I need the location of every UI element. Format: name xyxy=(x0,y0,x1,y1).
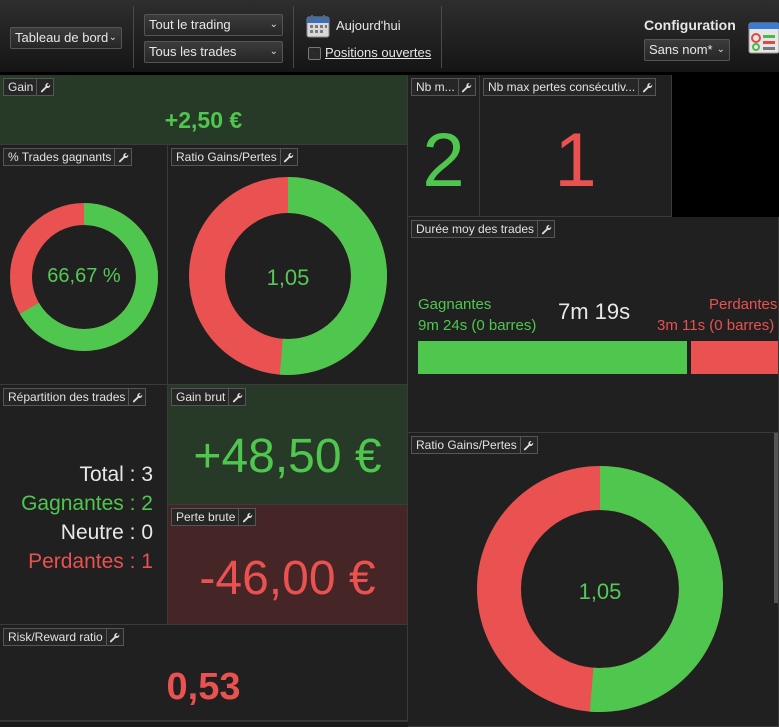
wrench-icon[interactable] xyxy=(36,79,53,95)
wrench-icon[interactable] xyxy=(114,149,131,165)
winners-duration-bar xyxy=(418,341,687,374)
dashboard-config-icon[interactable] xyxy=(748,20,779,54)
chevron-down-icon: ⌄ xyxy=(269,46,278,57)
gain-widget: Gain +2,50 € xyxy=(0,75,408,145)
calendar-icon[interactable] xyxy=(306,14,330,38)
trading-select[interactable]: Tout le trading ⌄ xyxy=(144,14,283,36)
dashboard-select[interactable]: Tableau de bord ⌄ xyxy=(10,27,122,49)
gross-loss-widget: Perte brute -46,00 € xyxy=(168,505,408,625)
wrench-icon[interactable] xyxy=(537,221,554,237)
donut-green-arc xyxy=(10,203,158,351)
nb-max-value: 2 xyxy=(422,118,465,203)
wrench-icon[interactable] xyxy=(638,79,655,95)
config-select[interactable]: Sans nom* ⌄ xyxy=(644,39,730,61)
widget-title[interactable]: Gain brut xyxy=(171,388,247,406)
ratio-widget-2: Ratio Gains/Pertes 1,05 xyxy=(408,433,779,727)
nb-max-losses-widget: Nb max pertes consécutiv... 1 xyxy=(480,75,672,217)
trades-select-value: Tous les trades xyxy=(149,44,237,59)
distribution-total: Total : 3 xyxy=(79,463,153,486)
wrench-icon[interactable] xyxy=(238,509,255,525)
gain-value: +2,50 € xyxy=(164,107,243,133)
chevron-down-icon: ⌄ xyxy=(269,19,278,30)
widget-title-text: Ratio Gains/Pertes xyxy=(176,150,277,164)
wrench-icon[interactable] xyxy=(228,389,245,405)
distribution-winners: Gagnantes : 2 xyxy=(21,492,153,515)
ratio-value-1: 1,05 xyxy=(266,265,310,290)
ratio-value-2: 1,05 xyxy=(578,579,622,604)
widget-title-text: Gain xyxy=(8,80,34,94)
winners-duration-label: Gagnantes xyxy=(418,296,492,313)
distribution-neutral: Neutre : 0 xyxy=(60,521,153,544)
chevron-down-icon: ⌄ xyxy=(716,44,725,55)
widget-title[interactable]: Durée moy des trades xyxy=(411,220,556,238)
wrench-icon[interactable] xyxy=(279,149,297,165)
widget-title-text: Ratio Gains/Pertes xyxy=(416,438,517,452)
donut-green-arc xyxy=(189,177,387,375)
trading-select-value: Tout le trading xyxy=(149,17,231,32)
dashboard-select-value: Tableau de bord xyxy=(15,30,109,45)
widget-title-text: Nb m... xyxy=(416,80,455,94)
widget-title-text: Nb max pertes consécutiv... xyxy=(488,80,636,94)
widget-title-text: Répartition des trades xyxy=(8,390,126,404)
gross-gain-widget: Gain brut +48,50 € xyxy=(168,385,408,505)
losers-duration-value: 3m 11s (0 barres) xyxy=(657,317,775,334)
distribution-losers: Perdantes : 1 xyxy=(28,550,153,573)
open-positions-checkbox[interactable] xyxy=(308,47,321,60)
widget-title-text: Risk/Reward ratio xyxy=(8,630,103,644)
toolbar-separator xyxy=(441,6,442,68)
losers-duration-label: Perdantes xyxy=(709,296,778,313)
wrench-icon[interactable] xyxy=(519,437,537,453)
distribution-widget: Répartition des trades Total : 3 Gagnant… xyxy=(0,385,168,625)
widget-title[interactable]: Ratio Gains/Pertes xyxy=(411,436,538,454)
toolbar-separator xyxy=(293,6,294,68)
empty-area xyxy=(672,75,779,217)
win-percent-value: 66,67 % xyxy=(47,265,121,287)
nb-max-widget: Nb m... 2 xyxy=(408,75,480,217)
risk-reward-widget: Risk/Reward ratio 0,53 xyxy=(0,625,408,721)
losers-duration-bar xyxy=(691,341,778,374)
widget-title-text: Durée moy des trades xyxy=(416,222,535,236)
ratio-donut-2 xyxy=(477,466,723,712)
scrollbar[interactable] xyxy=(774,433,778,603)
gross-gain-value: +48,50 € xyxy=(193,430,382,483)
bottom-strip xyxy=(0,721,408,727)
widget-title-text: Gain brut xyxy=(176,390,226,404)
toolbar: Tableau de bord ⌄ Tout le trading ⌄ Tous… xyxy=(0,0,779,73)
config-select-value: Sans nom* xyxy=(649,42,713,57)
gross-loss-value: -46,00 € xyxy=(199,552,376,605)
nb-max-losses-value: 1 xyxy=(554,118,597,203)
widget-title[interactable]: Perte brute xyxy=(171,508,257,526)
wrench-icon[interactable] xyxy=(128,389,145,405)
toolbar-separator xyxy=(133,6,134,68)
ratio-donut-1 xyxy=(189,177,387,375)
win-percent-donut xyxy=(10,203,158,351)
distribution-list: Total : 3 Gagnantes : 2 Neutre : 0 Perda… xyxy=(21,460,153,576)
widget-title[interactable]: Risk/Reward ratio xyxy=(3,628,124,646)
wrench-icon[interactable] xyxy=(457,79,475,95)
today-label[interactable]: Aujourd'hui xyxy=(336,18,401,33)
config-title: Configuration xyxy=(644,17,736,33)
widget-title[interactable]: Répartition des trades xyxy=(3,388,147,406)
winners-duration-value: 9m 24s (0 barres) xyxy=(418,317,537,334)
widget-title[interactable]: Gain xyxy=(3,78,55,96)
widget-title[interactable]: Nb max pertes consécutiv... xyxy=(483,78,657,96)
widget-title[interactable]: Ratio Gains/Pertes xyxy=(171,148,298,166)
widget-title-text: Perte brute xyxy=(176,510,236,524)
donut-green-arc xyxy=(477,466,723,712)
average-duration-value: 7m 19s xyxy=(558,299,631,324)
risk-reward-value: 0,53 xyxy=(166,666,241,708)
open-positions-label[interactable]: Positions ouvertes xyxy=(325,45,432,60)
chevron-down-icon: ⌄ xyxy=(108,32,117,43)
widget-title[interactable]: Nb m... xyxy=(411,78,476,96)
trades-select[interactable]: Tous les trades ⌄ xyxy=(144,41,283,63)
duration-widget: Durée moy des trades Gagnantes 9m 24s (0… xyxy=(408,217,779,433)
ratio-widget-1: Ratio Gains/Pertes 1,05 xyxy=(168,145,408,385)
widget-title-text: % Trades gagnants xyxy=(8,150,112,164)
wrench-icon[interactable] xyxy=(105,629,123,645)
widget-title[interactable]: % Trades gagnants xyxy=(3,148,133,166)
win-percent-widget: % Trades gagnants 66,67 % xyxy=(0,145,168,385)
